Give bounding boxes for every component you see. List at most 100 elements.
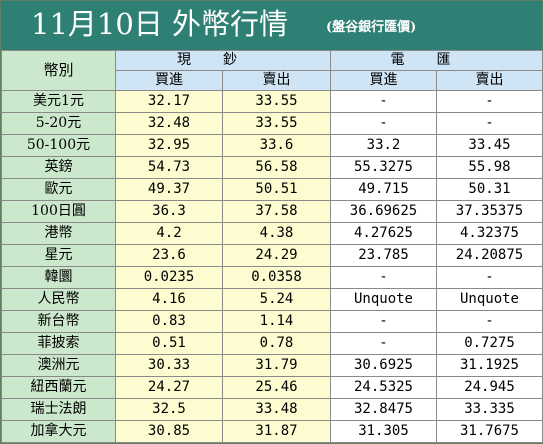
cash-buy-value: 4.2 [115, 222, 223, 245]
cash-buy-value: 36.3 [115, 200, 223, 223]
currency-name: 5-20元 [1, 112, 116, 135]
currency-name: 港幣 [1, 222, 116, 245]
rates-table: 幣別 現鈔 電匯 買進 賣出 買進 賣出 美元1元 32.17 33.55- -5-2… [1, 50, 543, 443]
wire-buy-value: 23.785 [330, 244, 437, 267]
table-row: 5-20元 32.48 33.55- - [1, 112, 543, 135]
table-row: 歐元 49.37 50.51 49.715 50.31 [1, 178, 543, 201]
wire-sell-value: 4.32375 [436, 222, 543, 245]
cash-buy-value: 32.17 [115, 90, 223, 113]
cash-sell-value: 25.46 [222, 376, 331, 399]
cash-buy-value: 0.0235 [115, 266, 223, 289]
table-row: 加拿大元 30.85 31.87 31.305 31.7675 [1, 420, 543, 443]
header-row-sub: 買進 賣出 買進 賣出 [2, 70, 543, 91]
cash-buy-value: 4.16 [115, 288, 223, 311]
cash-buy-value: 49.37 [115, 178, 223, 201]
cash-buy-value: 30.33 [115, 354, 223, 377]
wire-buy-value: 49.715 [330, 178, 437, 201]
currency-name: 加拿大元 [1, 420, 116, 443]
wire-buy-value: 36.69625 [330, 200, 437, 223]
table-row: 港幣 4.2 4.38 4.27625 4.32375 [1, 222, 543, 245]
table-row: 韓圜 0.0235 0.0358- - [1, 266, 543, 289]
table-row: 星元 23.6 24.29 23.785 24.20875 [1, 244, 543, 267]
cash-buy-value: 30.85 [115, 420, 223, 443]
table-row: 紐西蘭元 24.27 25.46 24.5325 24.945 [1, 376, 543, 399]
header-wire: 電匯 [330, 50, 543, 71]
currency-name: 瑞士法朗 [1, 398, 116, 421]
table-row: 人民幣 4.16 5.24 Unquote Unquote [1, 288, 543, 311]
wire-sell-value: 33.335 [436, 398, 543, 421]
wire-buy-value: 24.5325 [330, 376, 437, 399]
cash-sell-value: 0.0358 [222, 266, 331, 289]
wire-buy-value: 32.8475 [330, 398, 437, 421]
cash-sell-value: 33.48 [222, 398, 331, 421]
wire-sell-value: 24.945 [436, 376, 543, 399]
title-bar: 11月10日 外幣行情 (盤谷銀行匯價) [1, 1, 542, 50]
page-title: 11月10日 外幣行情 [31, 7, 289, 41]
wire-buy-value: 55.3275 [330, 156, 437, 179]
currency-name: 澳洲元 [1, 354, 116, 377]
currency-name: 新台幣 [1, 310, 116, 333]
wire-buy-value: - [330, 112, 437, 135]
cash-sell-value: 1.14 [222, 310, 331, 333]
wire-buy-value: - [330, 332, 437, 355]
cash-sell-value: 31.79 [222, 354, 331, 377]
currency-name: 美元1元 [1, 90, 116, 113]
header-wire-buy: 買進 [330, 70, 437, 91]
cash-sell-value: 50.51 [222, 178, 331, 201]
cash-sell-value: 0.78 [222, 332, 331, 355]
currency-name: 人民幣 [1, 288, 116, 311]
cash-sell-value: 56.58 [222, 156, 331, 179]
currency-name: 50-100元 [1, 134, 116, 157]
cash-buy-value: 32.48 [115, 112, 223, 135]
header-cash-sell: 賣出 [222, 70, 331, 91]
wire-buy-value: 4.27625 [330, 222, 437, 245]
cash-sell-value: 5.24 [222, 288, 331, 311]
cash-sell-value: 33.6 [222, 134, 331, 157]
header-wire-sell: 賣出 [436, 70, 543, 91]
table-row: 美元1元 32.17 33.55- - [1, 90, 543, 113]
header-cash: 現鈔 [115, 50, 331, 71]
table-row: 英鎊 54.73 56.58 55.3275 55.98 [1, 156, 543, 179]
currency-name: 100日圓 [1, 200, 116, 223]
wire-buy-value: 30.6925 [330, 354, 437, 377]
wire-buy-value: Unquote [330, 288, 437, 311]
wire-buy-value: 31.305 [330, 420, 437, 443]
cash-sell-value: 33.55 [222, 90, 331, 113]
wire-sell-value: 24.20875 [436, 244, 543, 267]
source-label: (盤谷銀行匯價) [326, 20, 417, 35]
header-currency: 幣別 [1, 50, 116, 91]
header-cash-buy: 買進 [115, 70, 223, 91]
wire-sell-value: - [436, 112, 543, 135]
table-row: 菲披索 0.51 0.78-0.7275 [1, 332, 543, 355]
cash-buy-value: 0.83 [115, 310, 223, 333]
wire-sell-value: 33.45 [436, 134, 543, 157]
wire-sell-value: 55.98 [436, 156, 543, 179]
cash-buy-value: 24.27 [115, 376, 223, 399]
wire-sell-value: 37.35375 [436, 200, 543, 223]
header-row-group: 幣別 現鈔 電匯 [1, 50, 543, 91]
currency-name: 菲披索 [1, 332, 116, 355]
cash-sell-value: 4.38 [222, 222, 331, 245]
wire-buy-value: - [330, 90, 437, 113]
currency-name: 歐元 [1, 178, 116, 201]
table-row: 100日圓 36.3 37.58 36.69625 37.35375 [1, 200, 543, 223]
wire-buy-value: 33.2 [330, 134, 437, 157]
wire-buy-value: - [330, 310, 437, 333]
wire-sell-value: 31.7675 [436, 420, 543, 443]
table-row: 瑞士法朗 32.5 33.48 32.8475 33.335 [1, 398, 543, 421]
wire-sell-value: Unquote [436, 288, 543, 311]
currency-name: 英鎊 [1, 156, 116, 179]
cash-buy-value: 0.51 [115, 332, 223, 355]
wire-sell-value: - [436, 310, 543, 333]
cash-buy-value: 23.6 [115, 244, 223, 267]
table-row: 澳洲元 30.33 31.79 30.6925 31.1925 [1, 354, 543, 377]
cash-sell-value: 33.55 [222, 112, 331, 135]
cash-buy-value: 54.73 [115, 156, 223, 179]
cash-sell-value: 31.87 [222, 420, 331, 443]
wire-sell-value: - [436, 90, 543, 113]
wire-sell-value: 0.7275 [436, 332, 543, 355]
table-row: 新台幣 0.83 1.14- - [1, 310, 543, 333]
cash-buy-value: 32.95 [115, 134, 223, 157]
cash-buy-value: 32.5 [115, 398, 223, 421]
